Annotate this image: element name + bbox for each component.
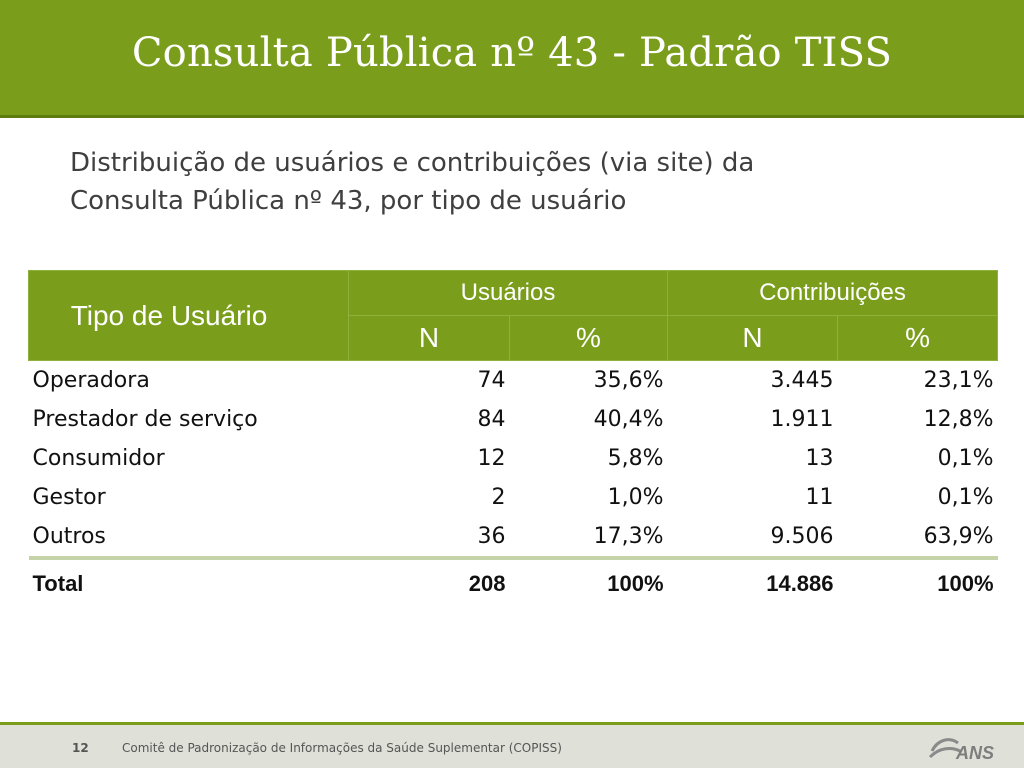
- row-usuarios-pct: 35,6%: [593, 368, 664, 393]
- row-tipo: Outros: [28, 517, 349, 560]
- footer-text: Comitê de Padronização de Informações da…: [122, 741, 562, 755]
- row-tipo: Gestor: [32, 485, 106, 510]
- footer: 12 Comitê de Padronização de Informações…: [0, 722, 1024, 768]
- row-contrib-pct: 0,1%: [937, 446, 994, 471]
- row-contrib-pct: 0,1%: [937, 485, 994, 510]
- row-usuarios-pct: 1,0%: [607, 485, 664, 510]
- row-usuarios-n: 84: [477, 407, 506, 432]
- table-row: Gestor 2 1,0% 11 0,1%: [29, 478, 998, 517]
- row-contrib-pct: 12,8%: [923, 407, 994, 432]
- row-usuarios-pct: 5,8%: [607, 446, 664, 471]
- row-tipo: Prestador de serviço: [32, 407, 258, 432]
- slide-title: Consulta Pública nº 43 - Padrão TISS: [131, 30, 893, 76]
- row-tipo: Consumidor: [32, 446, 165, 471]
- row-contrib-pct: 23,1%: [923, 368, 994, 393]
- row-contrib-n: 1.911: [770, 407, 834, 432]
- slide-subtitle: Distribuição de usuários e contribuições…: [70, 144, 950, 220]
- row-usuarios-n: 74: [477, 368, 506, 393]
- row-tipo: Operadora: [32, 368, 150, 393]
- row-contrib-n: 11: [805, 485, 834, 510]
- total-row: Total 208 100% 14.886 100%: [29, 558, 998, 608]
- header-tipo-de-usuario: Tipo de Usuário: [28, 270, 349, 361]
- logo-text: ANS: [955, 743, 994, 763]
- table-row: Operadora 74 35,6% 3.445 23,1%: [29, 361, 998, 401]
- table-row: Consumidor 12 5,8% 13 0,1%: [29, 439, 998, 478]
- row-contrib-n: 13: [805, 446, 834, 471]
- subtitle-line-1: Distribuição de usuários e contribuições…: [70, 148, 755, 178]
- header-usuarios: Usuários: [347, 270, 669, 316]
- header-row-groups: Tipo de Usuário Usuários Contribuições: [28, 270, 999, 361]
- table-row: Prestador de serviço 84 40,4% 1.911 12,8…: [29, 400, 998, 439]
- subtitle-line-2: Consulta Pública nº 43, por tipo de usuá…: [70, 186, 627, 216]
- row-usuarios-n: 12: [477, 446, 506, 471]
- title-bar: Consulta Pública nº 43 - Padrão TISS: [0, 0, 1024, 118]
- row-contrib-n: 3.445: [770, 368, 834, 393]
- total-usuarios-n: 208: [468, 571, 506, 596]
- header-contribuicoes-pct: %: [837, 315, 999, 361]
- table-row: Outros 36 17,3% 9.506 63,9%: [28, 517, 998, 560]
- total-label: Total: [32, 571, 84, 596]
- header-usuarios-pct: %: [508, 315, 669, 361]
- page-number: 12: [72, 741, 89, 755]
- row-usuarios-pct: 17,3%: [509, 517, 668, 560]
- header-row-subcols: N % N %: [29, 315, 999, 361]
- header-contribuicoes-n: N: [667, 315, 839, 361]
- row-usuarios-n: 2: [491, 485, 506, 510]
- header-contribuicoes: Contribuições: [667, 270, 999, 316]
- row-usuarios-n: 36: [348, 517, 510, 560]
- total-usuarios-pct: 100%: [607, 571, 664, 596]
- ans-logo-icon: ANS: [928, 738, 994, 763]
- row-usuarios-pct: 40,4%: [593, 407, 664, 432]
- total-contrib-n: 14.886: [766, 571, 834, 596]
- row-contrib-n: 9.506: [667, 517, 838, 560]
- row-contrib-pct: 63,9%: [837, 517, 998, 560]
- header-usuarios-n: N: [348, 315, 510, 361]
- total-contrib-pct: 100%: [937, 571, 994, 596]
- data-table: Tipo de Usuário Usuários Contribuições N…: [28, 270, 999, 608]
